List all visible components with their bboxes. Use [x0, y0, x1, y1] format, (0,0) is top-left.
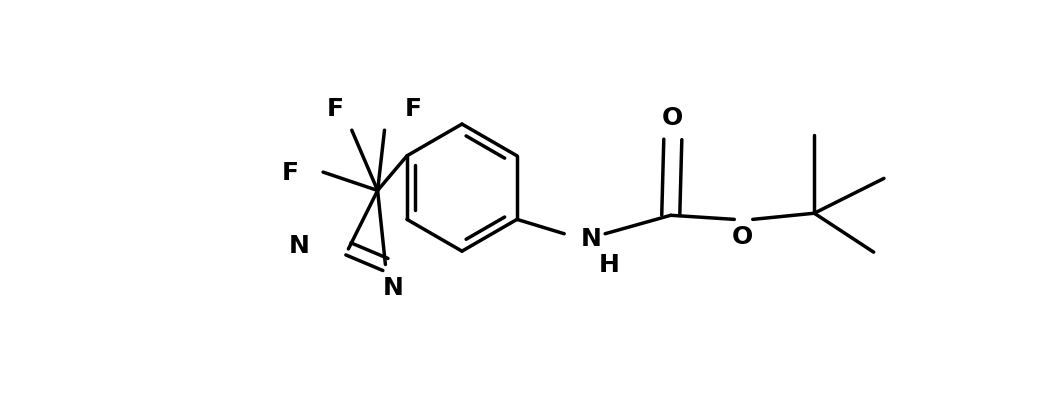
Text: F: F	[281, 161, 298, 184]
Text: N: N	[289, 233, 310, 257]
Text: O: O	[663, 106, 684, 130]
Text: O: O	[732, 224, 753, 248]
Text: F: F	[327, 97, 344, 120]
Text: H: H	[599, 253, 620, 277]
Text: N: N	[581, 226, 601, 250]
Text: F: F	[405, 97, 422, 120]
Text: N: N	[383, 275, 404, 299]
